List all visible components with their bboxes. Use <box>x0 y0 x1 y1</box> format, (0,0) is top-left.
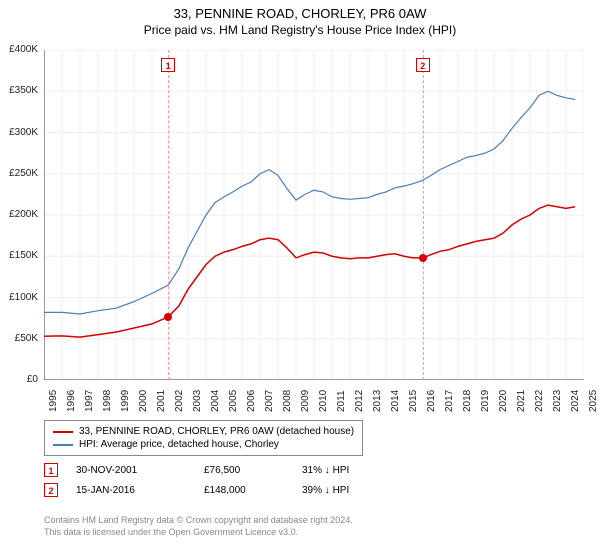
transaction-delta: 39% ↓ HPI <box>302 485 349 496</box>
marker-box: 2 <box>416 58 430 72</box>
transaction-marker: 2 <box>44 483 58 497</box>
x-tick-label: 2021 <box>516 390 527 412</box>
transaction-date: 30-NOV-2001 <box>76 465 186 476</box>
transaction-date: 15-JAN-2016 <box>76 485 186 496</box>
y-tick-label: £300K <box>0 127 38 138</box>
x-tick-label: 2007 <box>264 390 275 412</box>
transaction-row: 2 15-JAN-2016 £148,000 39% ↓ HPI <box>44 480 349 500</box>
y-tick-label: £100K <box>0 292 38 303</box>
x-tick-label: 2020 <box>498 390 509 412</box>
legend-swatch <box>53 431 73 433</box>
marker-dot <box>164 313 172 321</box>
y-tick-label: £150K <box>0 250 38 261</box>
transaction-marker: 1 <box>44 463 58 477</box>
y-tick-label: £0 <box>0 374 38 385</box>
y-tick-label: £200K <box>0 209 38 220</box>
marker-dash <box>423 50 424 380</box>
x-tick-label: 2006 <box>246 390 257 412</box>
footer-line-2: This data is licensed under the Open Gov… <box>44 527 353 539</box>
chart-svg <box>44 50 584 380</box>
x-tick-label: 2025 <box>588 390 599 412</box>
y-tick-label: £50K <box>0 333 38 344</box>
x-tick-label: 2023 <box>552 390 563 412</box>
marker-dash <box>168 50 169 380</box>
marker-dot <box>419 254 427 262</box>
x-tick-label: 2022 <box>534 390 545 412</box>
marker-box: 1 <box>161 58 175 72</box>
x-tick-label: 2003 <box>192 390 203 412</box>
legend-item: HPI: Average price, detached house, Chor… <box>53 438 354 451</box>
x-tick-label: 2008 <box>282 390 293 412</box>
x-tick-label: 2005 <box>228 390 239 412</box>
x-tick-label: 2011 <box>336 390 347 412</box>
chart-title: 33, PENNINE ROAD, CHORLEY, PR6 0AW <box>0 0 600 21</box>
legend-item: 33, PENNINE ROAD, CHORLEY, PR6 0AW (deta… <box>53 425 354 438</box>
x-tick-label: 2013 <box>372 390 383 412</box>
x-tick-label: 2019 <box>480 390 491 412</box>
x-tick-label: 2017 <box>444 390 455 412</box>
transactions-table: 1 30-NOV-2001 £76,500 31% ↓ HPI 2 15-JAN-2016… <box>44 460 349 500</box>
legend-swatch <box>53 444 73 446</box>
x-tick-label: 2015 <box>408 390 419 412</box>
x-tick-label: 2014 <box>390 390 401 412</box>
transaction-price: £148,000 <box>204 485 284 496</box>
transaction-delta: 31% ↓ HPI <box>302 465 349 476</box>
x-tick-label: 1996 <box>66 390 77 412</box>
x-tick-label: 2024 <box>570 390 581 412</box>
x-tick-label: 2018 <box>462 390 473 412</box>
legend-label: HPI: Average price, detached house, Chor… <box>79 439 279 450</box>
x-tick-label: 2000 <box>138 390 149 412</box>
x-tick-label: 2016 <box>426 390 437 412</box>
x-tick-label: 2009 <box>300 390 311 412</box>
x-tick-label: 1997 <box>84 390 95 412</box>
x-tick-label: 2010 <box>318 390 329 412</box>
x-tick-label: 2004 <box>210 390 221 412</box>
chart-plot-area <box>44 50 584 420</box>
chart-subtitle: Price paid vs. HM Land Registry's House … <box>0 21 600 37</box>
x-tick-label: 2012 <box>354 390 365 412</box>
x-tick-label: 2001 <box>156 390 167 412</box>
y-tick-label: £350K <box>0 85 38 96</box>
chart-container: 33, PENNINE ROAD, CHORLEY, PR6 0AW Price… <box>0 0 600 560</box>
x-tick-label: 1998 <box>102 390 113 412</box>
transaction-price: £76,500 <box>204 465 284 476</box>
legend: 33, PENNINE ROAD, CHORLEY, PR6 0AW (deta… <box>44 420 363 456</box>
y-tick-label: £400K <box>0 44 38 55</box>
legend-label: 33, PENNINE ROAD, CHORLEY, PR6 0AW (deta… <box>79 426 354 437</box>
y-tick-label: £250K <box>0 168 38 179</box>
footer-line-1: Contains HM Land Registry data © Crown c… <box>44 515 353 527</box>
x-tick-label: 1999 <box>120 390 131 412</box>
x-tick-label: 2002 <box>174 390 185 412</box>
x-tick-label: 1995 <box>48 390 59 412</box>
footer-attribution: Contains HM Land Registry data © Crown c… <box>44 515 353 538</box>
transaction-row: 1 30-NOV-2001 £76,500 31% ↓ HPI <box>44 460 349 480</box>
